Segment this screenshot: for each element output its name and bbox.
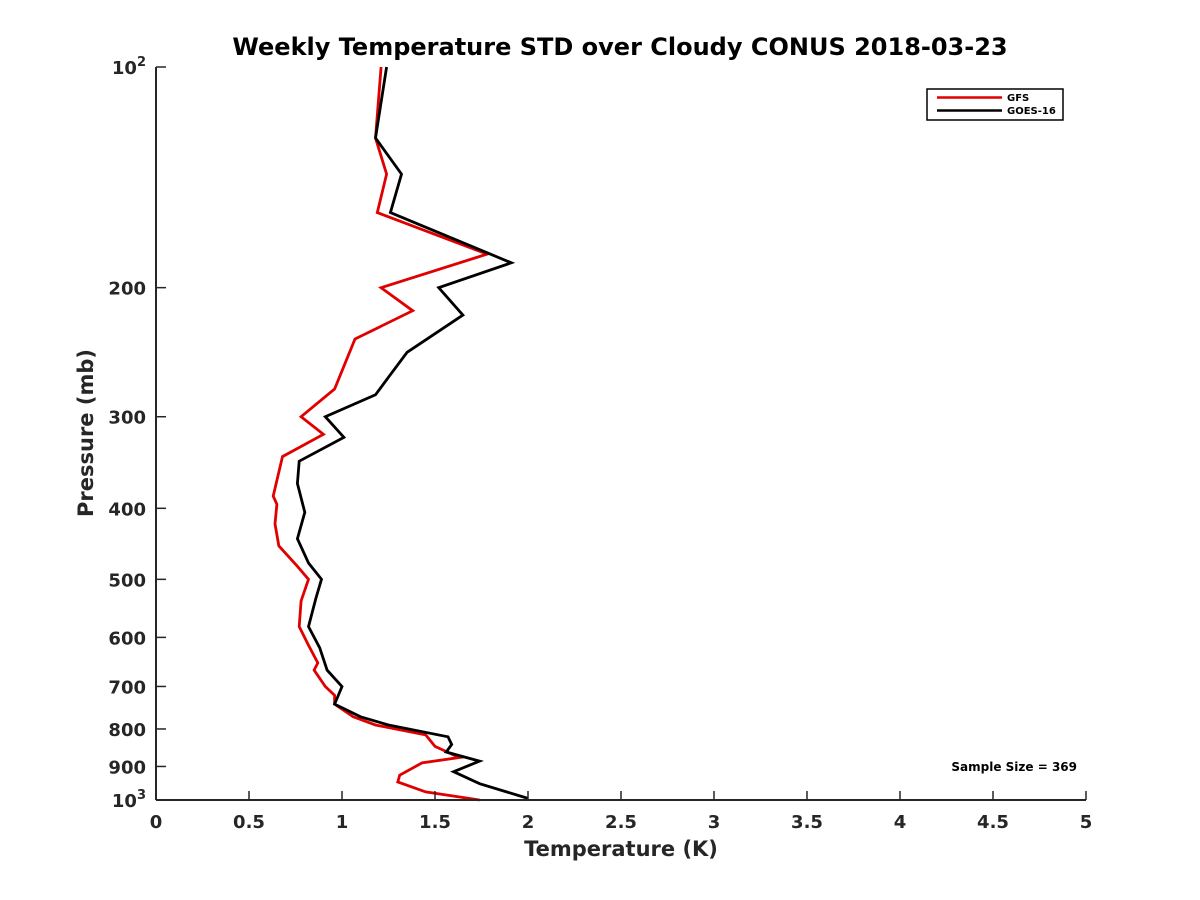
y-tick-label: 300 (108, 408, 146, 429)
series-layer (271, 66, 529, 802)
legend: GFS GOES-16 (926, 88, 1064, 121)
series-line-gfs (271, 66, 492, 802)
x-tick-label: 3 (708, 812, 721, 833)
x-tick-label: 4 (894, 812, 907, 833)
x-tick-label: 5 (1080, 812, 1093, 833)
y-tick-label: 200 (108, 279, 146, 300)
x-tick-label: 0 (150, 812, 163, 833)
chart-title: Weekly Temperature STD over Cloudy CONUS… (232, 33, 1007, 61)
legend-label-goes-16: GOES-16 (1007, 106, 1056, 117)
y-tick-label: 700 (108, 677, 146, 698)
legend-label-gfs: GFS (1007, 93, 1029, 104)
x-tick-label: 1 (336, 812, 349, 833)
y-tick-label: 103 (112, 788, 146, 812)
y-tick-label: 800 (108, 720, 146, 741)
x-tick-label: 2 (522, 812, 535, 833)
x-tick-label: 0.5 (233, 812, 265, 833)
y-tick-label: 500 (108, 570, 146, 591)
x-tick-label: 3.5 (791, 812, 823, 833)
x-axis-label: Temperature (K) (524, 837, 718, 861)
legend-box (926, 88, 1064, 121)
x-tick-label: 2.5 (605, 812, 637, 833)
y-tick-label: 400 (108, 499, 146, 520)
x-tick-label: 1.5 (419, 812, 451, 833)
y-tick-label: 900 (108, 757, 146, 778)
sample-size-annotation: Sample Size = 369 (951, 760, 1077, 774)
x-ticks: 0 0.5 1 1.5 2 2.5 3 3.5 4 4.5 5 (150, 791, 1093, 833)
y-tick-label: 600 (108, 628, 146, 649)
x-tick-label: 4.5 (977, 812, 1009, 833)
y-axis-label: Pressure (mb) (74, 349, 98, 517)
series-line-goes-16 (295, 66, 529, 800)
